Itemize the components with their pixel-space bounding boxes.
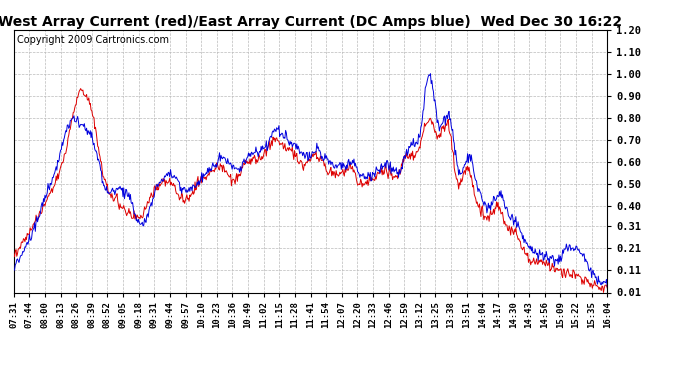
Title: West Array Current (red)/East Array Current (DC Amps blue)  Wed Dec 30 16:22: West Array Current (red)/East Array Curr…: [0, 15, 622, 29]
Text: Copyright 2009 Cartronics.com: Copyright 2009 Cartronics.com: [17, 35, 169, 45]
